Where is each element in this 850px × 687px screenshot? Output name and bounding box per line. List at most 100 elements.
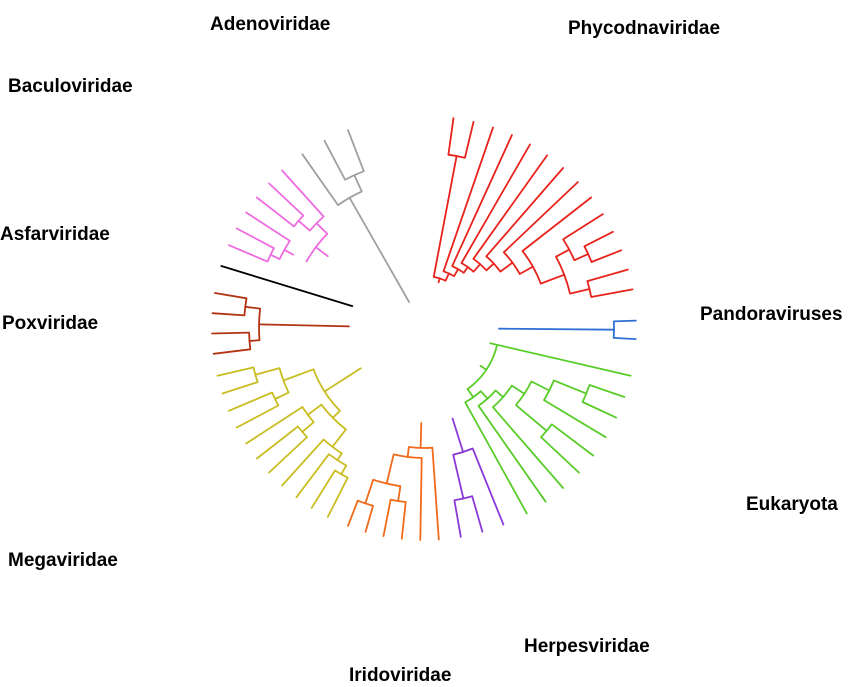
leaf-branch [212, 348, 252, 355]
node-stem [494, 389, 505, 399]
leaf-branch [491, 406, 564, 489]
node-stem [406, 446, 410, 458]
leaf-branch [326, 476, 349, 518]
node-stem [419, 422, 423, 449]
leaf-branch [613, 319, 637, 323]
family-label-poxviridae: Poxviridae [2, 313, 98, 334]
family-label-asfarviridae: Asfarviridae [0, 224, 110, 245]
node-stem [499, 261, 514, 273]
leaf-branch [471, 495, 484, 533]
leaf-branch [447, 117, 455, 156]
leaf-branch [235, 404, 280, 429]
leaf-branch [245, 406, 304, 445]
family-label-baculoviridae: Baculoviridae [8, 76, 133, 97]
leaf-branch [451, 134, 513, 268]
leaf-branch [281, 438, 325, 487]
node-stem [348, 196, 411, 303]
node-stem [437, 277, 441, 284]
leaf-branch [489, 342, 632, 377]
node-stem [444, 272, 450, 282]
leaf-branch [295, 453, 330, 499]
leaf-branch [227, 391, 274, 412]
leaf-branch [216, 366, 255, 377]
leaf-branch [502, 181, 579, 254]
leaf-branch [245, 211, 291, 242]
leaf-branch [268, 436, 308, 474]
leaf-branch [586, 268, 629, 283]
node-stem [315, 222, 329, 235]
node-stem [397, 485, 402, 503]
leaf-branch [211, 312, 246, 317]
leaf-branch [364, 504, 374, 533]
node-stem [432, 155, 458, 278]
node-stem [479, 364, 488, 371]
leaf-branch [477, 404, 547, 503]
leaf-branch [612, 336, 637, 341]
node-stem [552, 379, 588, 395]
leaf-branch [460, 143, 531, 264]
node-stem [353, 174, 363, 193]
node-stem [462, 266, 469, 274]
leaf-branch [255, 196, 295, 228]
tree-branches [211, 117, 637, 541]
node-stem [555, 248, 571, 258]
node-stem [485, 262, 495, 272]
node-stem [539, 273, 566, 285]
node-stem [297, 219, 311, 232]
node-stem [518, 265, 534, 275]
leaf-branch [521, 196, 592, 252]
leaf-branch [347, 129, 365, 173]
leaf-branch [382, 498, 392, 537]
leaf-branch [227, 244, 269, 263]
node-stem [331, 409, 341, 419]
node-stem [479, 390, 489, 400]
leaf-branch [581, 401, 617, 419]
leaf-branch [235, 227, 275, 250]
family-label-iridoviridae: Iridoviridae [349, 665, 451, 686]
node-stem [301, 421, 315, 433]
leaf-branch [221, 381, 259, 395]
leaf-branch [472, 154, 548, 260]
node-stem [453, 268, 460, 278]
leaf-branch [301, 153, 339, 207]
family-label-eukaryota: Eukaryota [746, 494, 838, 515]
node-stem [323, 367, 362, 393]
leaf-branch [562, 213, 604, 241]
leaf-branch [453, 499, 462, 538]
node-stem [466, 388, 475, 399]
leaf-branch [471, 447, 505, 526]
leaf-branch [464, 401, 528, 515]
leaf-branch [485, 167, 564, 258]
node-stem [340, 464, 348, 476]
node-stem [331, 428, 347, 448]
node-stem [244, 305, 262, 310]
family-label-phycodnaviridae: Phycodnaviridae [568, 18, 720, 39]
leaf-branch [550, 423, 595, 457]
node-stem [274, 391, 290, 400]
leaf-branch [323, 139, 347, 181]
node-stem [314, 246, 329, 258]
node-stem [283, 248, 295, 256]
leaf-branch [310, 469, 336, 509]
family-label-pandoraviruses: Pandoraviruses [700, 304, 843, 325]
node-stem [258, 323, 350, 328]
node-stem [306, 403, 323, 416]
node-stem [282, 368, 315, 382]
leaf-branch [463, 121, 475, 159]
leaf-branch [347, 499, 359, 527]
leaf-branch [431, 446, 440, 541]
node-stem [530, 380, 551, 392]
family-label-adenoviridae: Adenoviridae [210, 14, 330, 35]
node-stem [364, 478, 375, 505]
node-stem [573, 253, 589, 262]
node-stem [336, 452, 343, 462]
leaf-branch [588, 384, 626, 398]
node-stem [248, 339, 261, 342]
leaf-branch [442, 126, 494, 273]
leaf-branch [213, 292, 248, 300]
node-stem [269, 253, 281, 261]
leaf-branch [590, 288, 634, 298]
family-label-megaviridae: Megaviridae [8, 550, 118, 571]
